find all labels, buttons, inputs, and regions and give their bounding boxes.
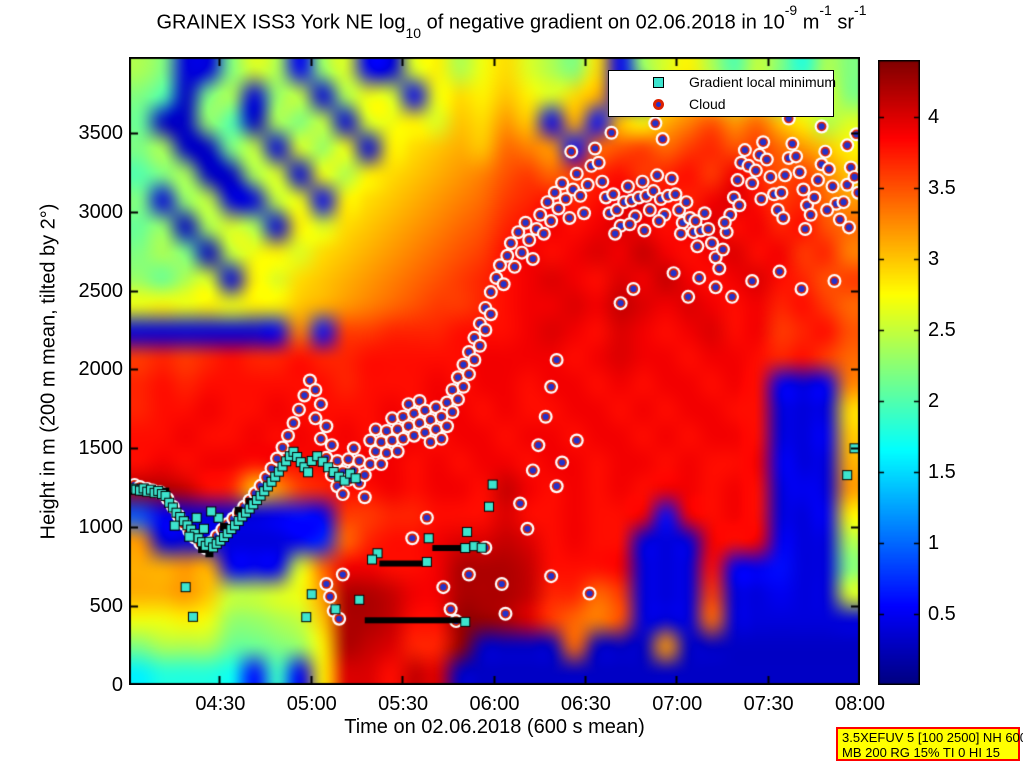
legend-row-gradient-local-minimum: Gradient local minimum <box>609 71 837 93</box>
legend-label: Cloud <box>689 96 726 112</box>
x-tick-label: 06:00 <box>469 693 520 715</box>
cyan-square-icon <box>652 76 664 88</box>
title-superscript: -1 <box>854 2 867 18</box>
legend-label: Gradient local minimum <box>689 74 837 90</box>
annotation-line-2: MB 200 RG 15% TI 0 HI 15 <box>842 745 1000 761</box>
y-axis-label-text: Height in m (200 m mean, tilted by 2°) <box>37 203 60 539</box>
colorbar-tick-label: 1.5 <box>928 460 956 483</box>
y-tick-label: 0 <box>111 674 123 696</box>
gradient-local-minimum-marker-icon <box>647 76 669 88</box>
colorbar-tick-label: 0.5 <box>928 602 956 625</box>
colorbar-tick-label: 2 <box>928 389 940 412</box>
title-superscript: -1 <box>819 2 832 18</box>
y-tick-label: 2500 <box>78 279 124 302</box>
x-tick-label: 05:30 <box>378 693 429 715</box>
x-tick-label: 05:00 <box>286 693 337 715</box>
title-text: m <box>797 11 820 34</box>
y-tick-label: 500 <box>89 595 123 618</box>
colorbar-tick-label: 3 <box>928 247 940 270</box>
x-tick-label: 06:30 <box>560 693 611 715</box>
settings-annotation-box: 3.5XEFUV 5 [100 2500] NH 600 MB 200 RG 1… <box>836 727 1023 761</box>
x-tick-label: 07:30 <box>743 693 794 715</box>
red-ring-blue-dot-icon <box>652 98 664 110</box>
title-subscript: 10 <box>405 24 422 41</box>
legend: Gradient local minimum Cloud <box>608 70 837 117</box>
y-tick-label: 1000 <box>78 516 124 539</box>
y-tick-label: 1500 <box>78 437 124 460</box>
title-text: sr <box>831 11 855 34</box>
y-tick-label: 3000 <box>78 200 124 223</box>
x-tick-label: 08:00 <box>834 693 886 715</box>
title-text: of negative gradient on 02.06.2018 in 10 <box>421 11 785 34</box>
cloud-marker-icon <box>647 98 669 110</box>
x-tick-label: 07:00 <box>652 693 703 715</box>
colorbar-tick-label: 1 <box>928 531 940 554</box>
title-text: GRAINEX ISS3 York NE log <box>156 11 406 34</box>
colorbar-tick-label: 4 <box>928 105 940 128</box>
colorbar-tick-label: 3.5 <box>928 176 956 199</box>
annotation-line-1: 3.5XEFUV 5 [100 2500] NH 600 <box>842 730 1023 745</box>
heatmap-plot <box>129 57 860 685</box>
y-tick-label: 3500 <box>78 121 124 144</box>
colorbar-tick-label: 2.5 <box>928 318 956 341</box>
chart-title: GRAINEX ISS3 York NE log10 of negative g… <box>0 2 1023 41</box>
y-axis-label: Height in m (200 m mean, tilted by 2°) <box>36 57 62 685</box>
title-superscript: -9 <box>784 2 798 18</box>
legend-row-cloud: Cloud <box>609 93 833 115</box>
x-tick-label: 04:30 <box>195 693 246 715</box>
x-axis-label: Time on 02.06.2018 (600 s mean) <box>344 716 645 738</box>
blue-dot-icon <box>655 101 661 107</box>
y-tick-label: 2000 <box>78 358 124 381</box>
colorbar <box>878 60 920 685</box>
